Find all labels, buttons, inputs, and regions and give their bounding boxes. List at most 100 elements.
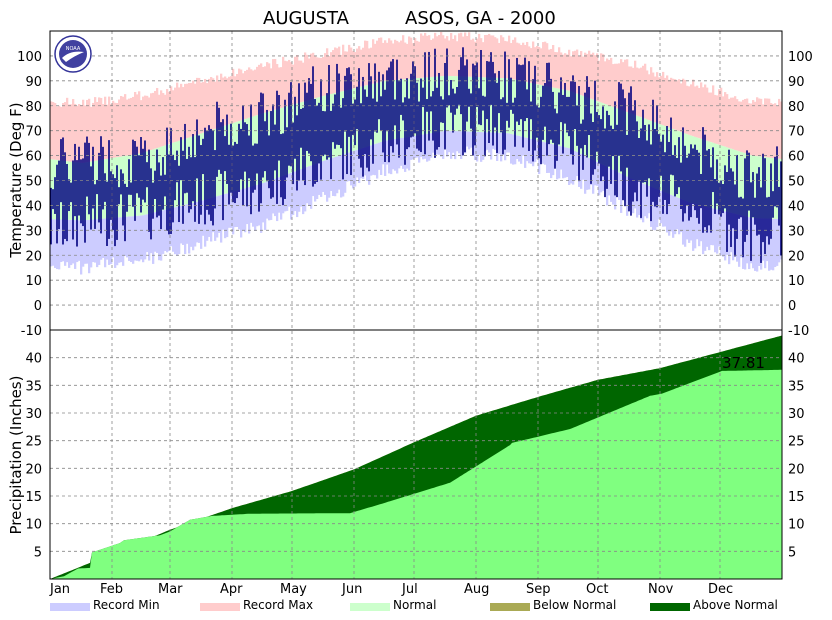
observed-bar bbox=[192, 134, 194, 202]
record-max-bar bbox=[52, 102, 55, 160]
record-max-bar bbox=[112, 100, 115, 158]
record-min-bar bbox=[494, 132, 497, 150]
observed-bar bbox=[318, 102, 320, 164]
record-max-bar bbox=[606, 58, 609, 105]
observed-bar bbox=[288, 92, 290, 166]
record-min-bar bbox=[752, 217, 755, 269]
record-max-bar bbox=[124, 94, 127, 156]
precipitation-tick-right: 35 bbox=[788, 379, 805, 394]
record-max-bar bbox=[478, 33, 481, 78]
record-max-bar bbox=[144, 95, 147, 153]
record-max-bar bbox=[364, 40, 367, 86]
record-max-bar bbox=[584, 52, 587, 97]
observed-bar bbox=[278, 95, 280, 161]
record-min-bar bbox=[280, 176, 283, 220]
record-max-bar bbox=[608, 59, 611, 106]
observed-bar bbox=[170, 128, 172, 234]
record-min-bar bbox=[490, 132, 493, 160]
observed-bar bbox=[336, 63, 338, 145]
record-max-bar bbox=[582, 56, 585, 96]
record-max-bar bbox=[172, 90, 175, 143]
record-min-bar bbox=[118, 217, 121, 263]
observed-bar bbox=[180, 137, 182, 181]
observed-bar bbox=[772, 191, 774, 218]
record-min-bar bbox=[716, 209, 719, 254]
record-min-bar bbox=[740, 215, 743, 258]
record-min-bar bbox=[214, 196, 217, 241]
record-max-bar bbox=[564, 53, 567, 90]
observed-bar bbox=[464, 65, 466, 153]
record-max-bar bbox=[754, 101, 757, 156]
record-min-bar bbox=[116, 217, 119, 266]
observed-bar bbox=[194, 157, 196, 222]
record-min-bar bbox=[684, 200, 687, 247]
record-min-bar bbox=[142, 215, 145, 263]
record-min-bar bbox=[696, 204, 699, 240]
observed-bar bbox=[530, 101, 532, 120]
record-max-bar bbox=[678, 79, 681, 132]
observed-bar bbox=[236, 143, 238, 199]
observed-bar bbox=[766, 197, 768, 237]
record-min-bar bbox=[430, 133, 433, 158]
record-max-bar bbox=[666, 75, 669, 127]
record-max-bar bbox=[690, 84, 693, 136]
observed-bar bbox=[92, 146, 94, 209]
record-min-bar bbox=[240, 189, 243, 238]
observed-bar bbox=[536, 104, 538, 138]
observed-bar bbox=[402, 102, 404, 121]
record-max-bar bbox=[96, 101, 99, 161]
record-min-bar bbox=[466, 131, 469, 147]
record-min-bar bbox=[500, 132, 503, 162]
observed-bar bbox=[498, 70, 500, 114]
observed-bar bbox=[690, 144, 692, 218]
record-max-bar bbox=[610, 57, 613, 107]
observed-bar bbox=[528, 61, 530, 151]
record-min-bar bbox=[712, 208, 715, 246]
record-min-bar bbox=[152, 212, 155, 264]
record-max-bar bbox=[354, 52, 357, 89]
record-min-bar bbox=[290, 172, 293, 220]
precipitation-tick-right: 30 bbox=[788, 407, 805, 422]
record-max-bar bbox=[642, 65, 645, 119]
observed-bar bbox=[700, 173, 702, 209]
observed-bar bbox=[534, 65, 536, 151]
observed-bar bbox=[144, 140, 146, 203]
observed-bar bbox=[644, 124, 646, 183]
precipitation-tick-left: 5 bbox=[34, 545, 42, 560]
record-max-bar bbox=[406, 43, 409, 80]
observed-bar bbox=[374, 63, 376, 132]
record-min-bar bbox=[620, 173, 623, 213]
month-tick-label: Mar bbox=[158, 582, 183, 597]
record-min-bar bbox=[266, 181, 269, 219]
observed-bar bbox=[234, 141, 236, 204]
observed-bar bbox=[682, 127, 684, 222]
record-max-bar bbox=[158, 94, 161, 148]
record-min-bar bbox=[592, 159, 595, 194]
title-station: AUGUSTA bbox=[263, 8, 350, 29]
record-max-bar bbox=[452, 38, 455, 77]
record-min-bar bbox=[766, 218, 769, 262]
record-min-bar bbox=[548, 143, 551, 173]
record-min-bar bbox=[264, 182, 267, 230]
record-min-bar bbox=[344, 153, 347, 193]
record-max-bar bbox=[196, 77, 199, 135]
record-min-bar bbox=[778, 218, 781, 263]
record-max-bar bbox=[660, 75, 663, 125]
observed-bar bbox=[196, 119, 198, 179]
observed-bar bbox=[346, 68, 348, 175]
observed-bar bbox=[442, 99, 444, 123]
record-max-bar bbox=[458, 33, 461, 77]
record-min-bar bbox=[748, 217, 751, 270]
observed-bar bbox=[272, 104, 274, 198]
record-max-bar bbox=[284, 60, 287, 107]
record-min-bar bbox=[226, 193, 229, 238]
record-max-bar bbox=[776, 105, 779, 159]
observed-bar bbox=[72, 160, 74, 240]
record-min-bar bbox=[86, 219, 89, 264]
observed-bar bbox=[82, 158, 84, 227]
observed-bar bbox=[566, 96, 568, 133]
observed-bar bbox=[78, 146, 80, 216]
precipitation-tick-left: 30 bbox=[25, 407, 42, 422]
observed-bar bbox=[606, 110, 608, 189]
normal-bar bbox=[766, 157, 769, 219]
